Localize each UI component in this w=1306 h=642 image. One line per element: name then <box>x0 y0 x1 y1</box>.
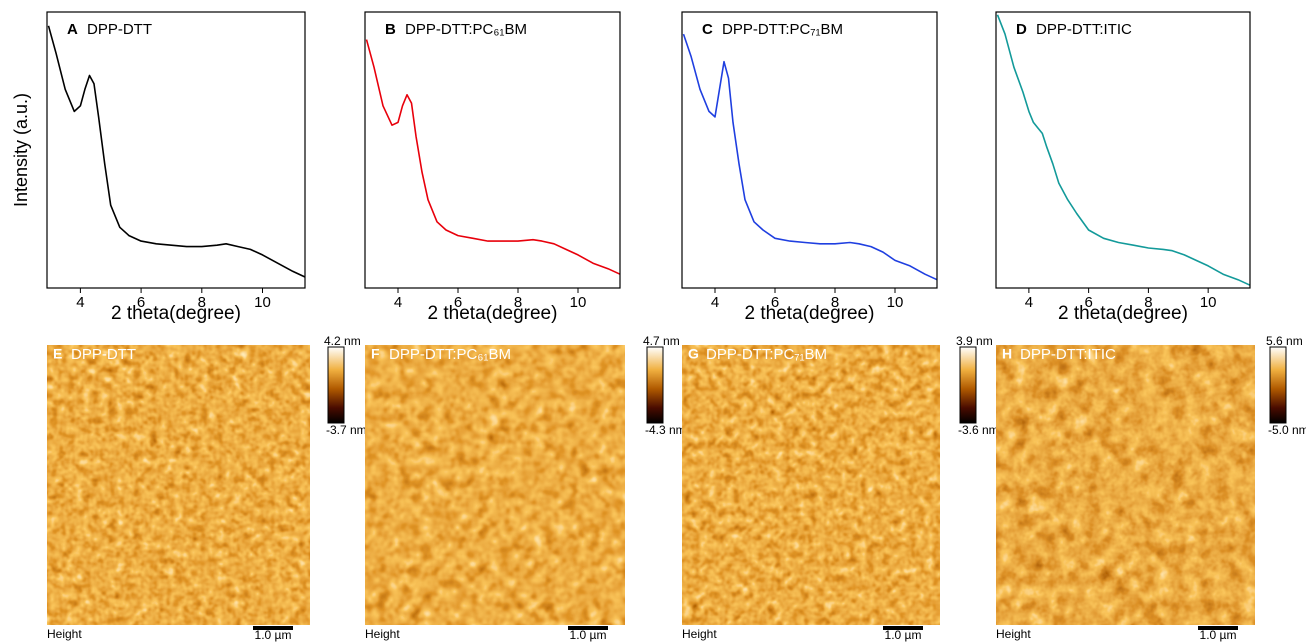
scale-bar-label: 1.0 µm <box>885 628 922 642</box>
x-axis-label: 2 theta(degree) <box>428 303 558 324</box>
scale-bar-label: 1.0 µm <box>1200 628 1237 642</box>
x-tick-label: 8 <box>1144 294 1152 311</box>
panel-title: DPP-DTT <box>87 21 152 38</box>
plot-frame <box>46 11 306 289</box>
colorbar-min: -5.0 nm <box>1268 423 1306 437</box>
channel-label: Height <box>996 627 1031 641</box>
colorbar-max: 4.7 nm <box>643 334 680 348</box>
scale-bar-label: 1.0 µm <box>255 628 292 642</box>
colorbar-min: -4.3 nm <box>645 423 686 437</box>
panel-letter: A <box>67 21 78 38</box>
colorbar-max: 5.6 nm <box>1266 334 1303 348</box>
colorbar-min: -3.6 nm <box>958 423 999 437</box>
colorbar <box>1269 346 1287 424</box>
afm-image <box>47 345 310 625</box>
x-tick-label: 8 <box>198 294 206 311</box>
x-tick-label: 10 <box>570 294 587 311</box>
panel-title: DPP-DTT:PC₇₁BM <box>722 21 843 38</box>
colorbar-max: 4.2 nm <box>324 334 361 348</box>
panel-title: DPP-DTT:PC₆₁BM <box>405 21 527 38</box>
afm-image <box>365 345 625 625</box>
x-tick-label: 10 <box>1200 294 1217 311</box>
afm-title: DPP-DTT:PC₆₁BM <box>389 346 511 363</box>
scale-bar <box>1198 626 1238 630</box>
scale-bar <box>883 626 923 630</box>
colorbar-min: -3.7 nm <box>326 423 367 437</box>
x-tick-label: 6 <box>1084 294 1092 311</box>
x-tick-label: 10 <box>254 294 271 311</box>
x-tick-label: 6 <box>454 294 462 311</box>
xrd-line <box>47 25 306 278</box>
colorbar-max: 3.9 nm <box>956 334 993 348</box>
channel-label: Height <box>47 627 82 641</box>
afm-panel-letter: H <box>1002 346 1012 362</box>
x-tick-label: 6 <box>137 294 145 311</box>
colorbar <box>327 346 345 424</box>
xrd-line <box>996 14 1251 286</box>
afm-image <box>682 345 940 625</box>
panel-letter: B <box>385 21 396 38</box>
afm-image <box>996 345 1255 625</box>
y-axis-label: Intensity (a.u.) <box>11 93 31 207</box>
afm-title: DPP-DTT:ITIC <box>1020 346 1116 363</box>
afm-panel-letter: E <box>53 346 62 362</box>
x-tick-label: 10 <box>887 294 904 311</box>
xrd-line <box>365 39 621 275</box>
afm-title: DPP-DTT <box>71 346 136 363</box>
x-tick-label: 6 <box>771 294 779 311</box>
colorbar <box>959 346 977 424</box>
scale-bar <box>568 626 608 630</box>
panel-title: DPP-DTT:ITIC <box>1036 21 1132 38</box>
x-axis-label: 2 theta(degree) <box>1058 303 1188 324</box>
afm-panel-letter: G <box>688 346 699 362</box>
xrd-line <box>682 33 938 281</box>
channel-label: Height <box>365 627 400 641</box>
panel-letter: D <box>1016 21 1027 38</box>
x-axis-label: 2 theta(degree) <box>111 303 241 324</box>
panel-letter: C <box>702 21 713 38</box>
x-tick-label: 4 <box>1025 294 1033 311</box>
x-tick-label: 4 <box>76 294 84 311</box>
x-tick-label: 8 <box>514 294 522 311</box>
plot-frame <box>364 11 621 289</box>
plot-frame <box>681 11 938 289</box>
x-tick-label: 4 <box>711 294 719 311</box>
scale-bar <box>253 626 293 630</box>
colorbar <box>646 346 664 424</box>
scale-bar-label: 1.0 µm <box>570 628 607 642</box>
channel-label: Height <box>682 627 717 641</box>
x-tick-label: 4 <box>394 294 402 311</box>
x-axis-label: 2 theta(degree) <box>745 303 875 324</box>
x-tick-label: 8 <box>831 294 839 311</box>
afm-panel-letter: F <box>371 346 380 362</box>
plot-frame <box>995 11 1251 289</box>
afm-title: DPP-DTT:PC₇₁BM <box>706 346 827 363</box>
